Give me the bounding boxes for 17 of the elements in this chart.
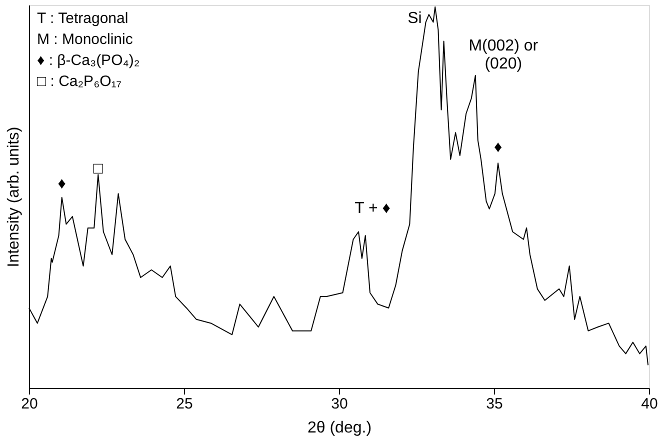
annotation: T + ♦ [354, 200, 390, 217]
annotation: □ [93, 160, 104, 178]
x-tick-label: 35 [486, 396, 503, 412]
annotation: M : Monoclinic [37, 31, 134, 48]
x-tick-label: 20 [21, 396, 38, 412]
x-axis-title: 2θ (deg.) [307, 420, 372, 436]
annotation: ♦ : β-Ca₃(PO₄)₂ [37, 52, 140, 69]
x-tick-label: 25 [176, 396, 193, 412]
annotation: □ : Ca₂P₆O₁₇ [37, 73, 122, 90]
annotation: M(002) or (020) [468, 38, 539, 72]
annotation: Si [408, 10, 422, 28]
y-axis-title: Intensity (arb. units) [6, 126, 22, 268]
annotation: ♦ [494, 139, 502, 156]
x-tick-label: 30 [331, 396, 348, 412]
x-tick-label: 40 [641, 396, 658, 412]
annotation: T : Tetragonal [37, 10, 128, 27]
annotation: ♦ [58, 175, 66, 192]
